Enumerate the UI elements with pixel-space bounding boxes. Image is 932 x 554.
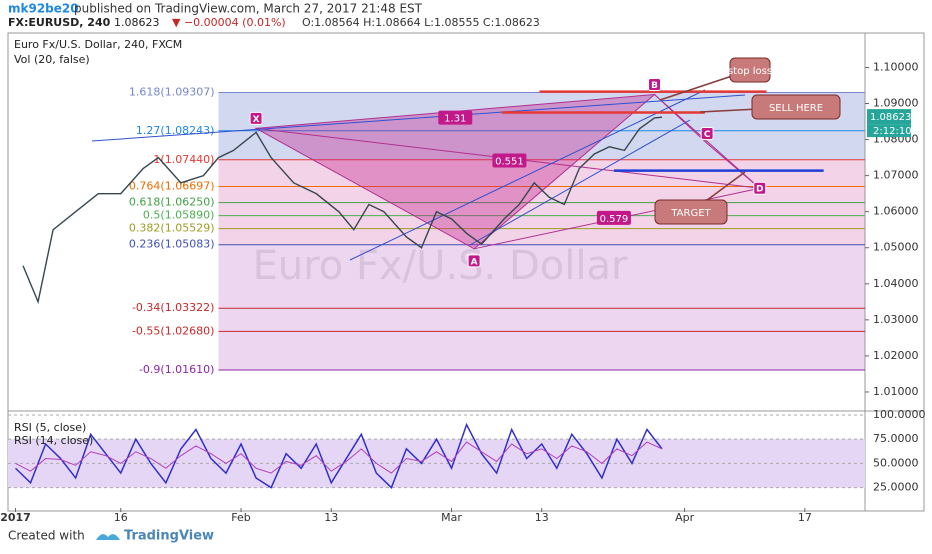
fib-label: 0.618(1.06250)	[129, 196, 215, 209]
x-tick-label: 13	[324, 511, 338, 524]
watermark: Euro Fx/U.S. Dollar	[253, 243, 628, 289]
ratio-label: 0.551	[495, 156, 524, 167]
fib-band	[218, 331, 866, 370]
chart-title: Euro Fx/U.S. Dollar, 240, FXCM	[14, 38, 182, 51]
pattern-bcd	[654, 94, 761, 189]
published: published on TradingView.com, March 27, …	[74, 2, 423, 16]
rsi-line	[15, 441, 663, 474]
fib-label: 0.382(1.05529)	[129, 222, 215, 235]
callout-label: stop loss	[728, 66, 772, 77]
frame	[7, 32, 925, 512]
rsi-tick-label: 50.0000	[873, 456, 919, 469]
rsi-tick-label: 100.0000	[873, 408, 926, 421]
rsi-line	[14, 422, 663, 489]
pattern-point	[753, 181, 767, 195]
callout-box	[729, 57, 771, 83]
fib-band	[218, 228, 866, 245]
indicator-label: Vol (20, false)	[14, 53, 90, 66]
channel-line	[469, 119, 691, 246]
fib-band	[218, 186, 866, 203]
ohlc: O:1.08564 H:1.08664 L:1.08555 C:1.08623	[302, 16, 540, 29]
fib-label: -0.55(1.02680)	[132, 324, 215, 337]
y-tick-label: 1.03000	[873, 313, 919, 326]
pattern-label: A	[471, 257, 478, 267]
x-tick-label: Feb	[231, 511, 250, 524]
rsi-tick-label: 25.0000	[873, 481, 919, 494]
ratio-label: 1.31	[444, 114, 466, 125]
y-tick-label: 1.05000	[873, 241, 919, 254]
x-tick-label: Apr	[675, 511, 695, 524]
y-tick-label: 1.06000	[873, 205, 919, 218]
y-tick-label: 1.07000	[873, 169, 919, 182]
pattern-point	[249, 111, 263, 125]
callout-box	[751, 94, 841, 120]
fib-band	[218, 215, 866, 229]
y-tick-label: 1.09000	[873, 97, 919, 110]
y-tick-label: 1.02000	[873, 349, 919, 362]
pattern-point	[700, 127, 714, 141]
last-price-label: 1.08623	[870, 112, 911, 123]
logo	[96, 534, 120, 540]
author[interactable]: mk92be20	[8, 2, 79, 16]
x-tick-label: 2017	[0, 511, 31, 524]
fib-band	[218, 244, 866, 309]
fib-band	[218, 130, 866, 160]
brand[interactable]: TradingView	[124, 529, 214, 544]
fib-label: 0.236(1.05083)	[129, 238, 215, 251]
countdown-tag	[867, 124, 911, 138]
y-tick-label: 1.04000	[873, 277, 919, 290]
layers: Euro Fx/U.S. Dollar1.618(1.09307)1.27(1.…	[0, 38, 925, 524]
pattern-point	[467, 254, 481, 268]
fib-label: 1.618(1.09307)	[129, 85, 215, 98]
fib-label: 0.764(1.06697)	[129, 180, 215, 193]
fib-label: 1(1.07440)	[153, 153, 214, 166]
channel-line	[349, 89, 706, 261]
pattern-label: X	[253, 115, 260, 125]
price-line	[22, 116, 663, 305]
ratio-box	[492, 153, 527, 168]
callout-label: SELL HERE	[769, 103, 823, 114]
pattern-label: C	[704, 130, 711, 140]
x-tick-label: 13	[535, 511, 549, 524]
ratio-box	[438, 110, 473, 125]
last: 1.08623	[114, 16, 160, 29]
ratio-box	[596, 210, 631, 225]
x-tick-label: Mar	[441, 511, 462, 524]
pattern-label: B	[651, 81, 658, 91]
callout-label: TARGET	[670, 208, 711, 219]
countdown-label: 2:12:10	[873, 126, 912, 137]
x-tick-label: 16	[114, 511, 128, 524]
pattern-point	[648, 77, 662, 91]
fib-label: -0.34(1.03322)	[132, 301, 215, 314]
y-tick-label: 1.01000	[873, 385, 919, 398]
fib-label: 0.5(1.05890)	[143, 209, 215, 222]
fib-band	[218, 308, 866, 332]
rsi-legend: RSI (5, close)	[14, 421, 86, 434]
last-price-tag	[867, 109, 911, 125]
change: ▼ −0.00004 (0.01%)	[172, 16, 286, 29]
rsi-legend: RSI (14, close)	[14, 434, 93, 447]
fib-label: -0.9(1.01610)	[139, 363, 215, 376]
pattern-label: D	[756, 185, 763, 195]
rsi-tick-label: 75.0000	[873, 432, 919, 445]
symbol: FX:EURUSD, 240	[8, 16, 111, 29]
trendline	[91, 94, 746, 142]
ratio-label: 0.579	[600, 214, 629, 225]
created: Created with	[8, 529, 85, 543]
y-tick-label: 1.10000	[873, 60, 919, 73]
callout-box	[654, 199, 728, 225]
x-tick-label: 17	[798, 511, 812, 524]
